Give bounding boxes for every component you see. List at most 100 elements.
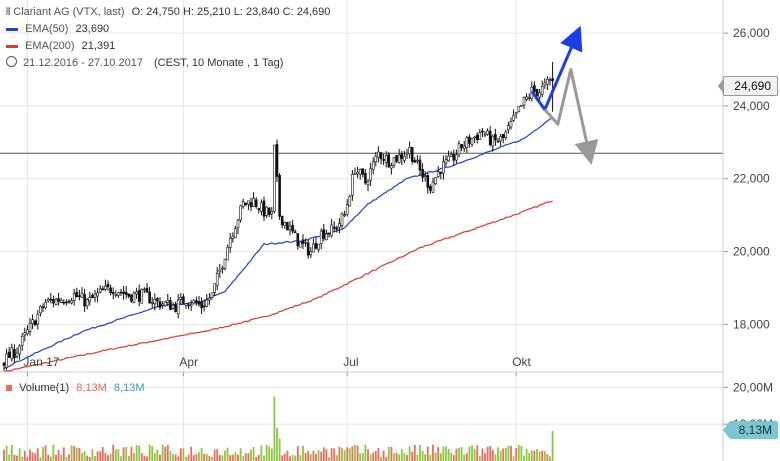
volume-bar xyxy=(460,447,463,461)
volume-bar xyxy=(413,444,416,461)
candle-body xyxy=(462,145,466,149)
volume-bar xyxy=(315,453,317,461)
volume-bar xyxy=(455,448,458,461)
volume-bar xyxy=(387,446,390,461)
volume-bar xyxy=(55,454,57,461)
volume-bar xyxy=(270,448,273,461)
candle-body xyxy=(507,125,510,131)
candle-body xyxy=(358,169,362,175)
candle-body xyxy=(533,85,536,92)
candle-body xyxy=(163,301,167,307)
candle-body xyxy=(200,301,203,309)
volume-bar xyxy=(406,455,408,461)
volume-bar xyxy=(538,451,541,461)
y-tick-label: 22,000 xyxy=(733,172,770,186)
volume-bar xyxy=(8,454,11,461)
candle-body xyxy=(265,206,268,216)
volume-bar xyxy=(273,396,276,461)
candle-body xyxy=(514,112,518,115)
volume-bar xyxy=(117,449,120,461)
volume-bar xyxy=(148,444,151,461)
volume-bar xyxy=(26,456,29,461)
candle-body xyxy=(535,89,539,97)
volume-bar xyxy=(104,452,107,461)
candle-body xyxy=(93,293,97,299)
volume-bar xyxy=(244,453,247,461)
y-tick-label: 20,000 xyxy=(733,245,770,259)
candle-body xyxy=(442,161,445,174)
candle-body xyxy=(351,174,354,196)
candle-body xyxy=(301,239,305,244)
candle-body xyxy=(322,229,326,239)
candle-body xyxy=(252,197,255,207)
volume-bar xyxy=(125,447,128,461)
volume-bar xyxy=(16,455,18,461)
volume-bar xyxy=(242,456,245,461)
volume-bar xyxy=(465,453,468,461)
volume-bar xyxy=(450,452,453,461)
volume-bar xyxy=(260,445,263,461)
volume-bar xyxy=(320,451,323,461)
candle-body xyxy=(460,144,463,149)
volume-bar xyxy=(23,450,26,461)
volume-value-1: 8,13M xyxy=(76,382,107,394)
volume-bar xyxy=(507,445,510,461)
volume-bar xyxy=(390,446,393,461)
volume-bar xyxy=(10,445,13,461)
volume-bar xyxy=(302,445,304,461)
volume-bar xyxy=(221,455,224,461)
volume-bar xyxy=(411,451,414,461)
volume-bar xyxy=(192,455,195,461)
volume-bar xyxy=(237,454,239,461)
volume-bar xyxy=(49,456,52,461)
legend-title: ⫴ Clariant AG (VTX, last) O: 24,750 H: 2… xyxy=(6,6,330,19)
candle-body xyxy=(106,283,110,287)
candle-body xyxy=(156,298,159,302)
scenario-arrows xyxy=(530,25,599,165)
candle-body xyxy=(176,299,180,315)
volume-bar xyxy=(499,450,502,461)
volume-bar xyxy=(395,452,398,461)
volume-bar xyxy=(296,446,299,461)
candle-body xyxy=(423,175,427,177)
volume-bar xyxy=(382,450,385,461)
volume-bar xyxy=(489,446,492,461)
volume-bar xyxy=(70,445,73,461)
volume-bar xyxy=(234,452,237,461)
volume-bar xyxy=(369,454,372,461)
volume-bar xyxy=(57,449,60,461)
candle-body xyxy=(546,78,549,85)
volume-bar xyxy=(468,446,471,461)
candle-body xyxy=(517,106,521,112)
candle-body xyxy=(299,241,302,248)
candle-body xyxy=(273,144,276,212)
candle-body xyxy=(278,175,281,217)
candle-body xyxy=(169,300,172,311)
candle-body xyxy=(210,292,214,298)
candle-body xyxy=(374,155,378,163)
candle-body xyxy=(179,297,183,300)
volume-bar xyxy=(312,451,315,461)
candle-body xyxy=(143,288,146,291)
candle-body xyxy=(291,224,294,232)
volume-bar xyxy=(447,448,450,461)
volume-bar xyxy=(159,454,161,461)
volume-bar xyxy=(377,448,380,461)
candle-body xyxy=(366,181,370,186)
candle-body xyxy=(473,136,476,139)
candle-body xyxy=(98,288,102,293)
volume-bars xyxy=(3,396,554,461)
volume-label: Volume(1) xyxy=(19,382,70,394)
candle-body xyxy=(236,219,240,229)
volume-bar xyxy=(307,451,310,461)
volume-bar xyxy=(182,448,185,461)
candle-body xyxy=(348,196,352,207)
candle-body xyxy=(218,269,222,273)
candle-body xyxy=(119,291,123,294)
volume-bar xyxy=(317,450,320,461)
candle-body xyxy=(234,228,237,239)
candle-body xyxy=(377,151,380,158)
candle-body xyxy=(340,213,344,226)
volume-bar xyxy=(286,450,289,461)
